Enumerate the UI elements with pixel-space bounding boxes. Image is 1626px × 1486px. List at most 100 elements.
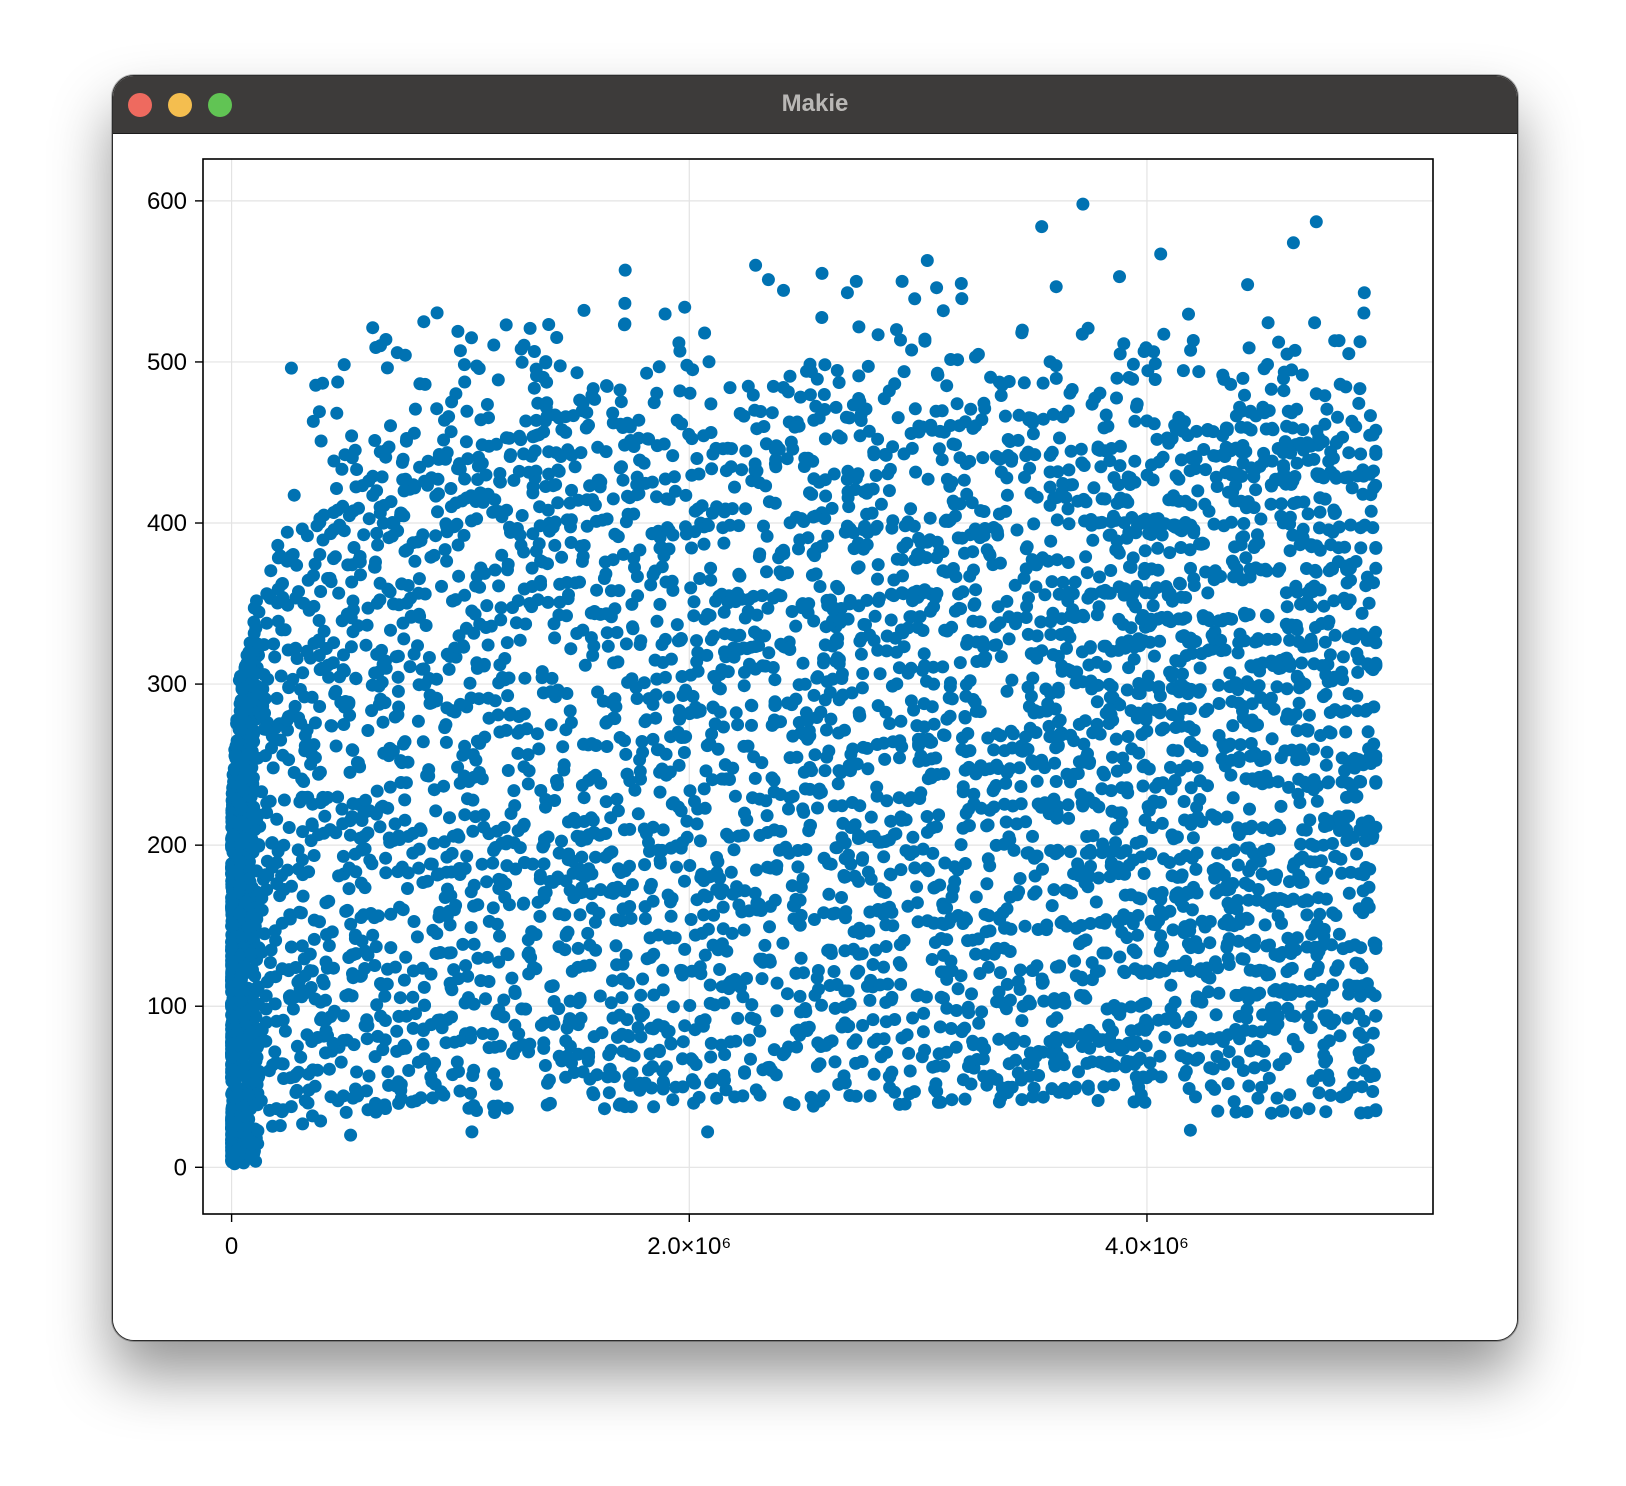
data-point-2405 — [1183, 735, 1197, 749]
data-point-998 — [652, 1043, 666, 1057]
data-point-4123 — [408, 554, 422, 568]
data-point-2508 — [610, 792, 624, 806]
data-point-2957 — [890, 677, 904, 691]
data-point-4938 — [271, 551, 285, 565]
data-point-1282 — [755, 972, 769, 986]
data-point-3958 — [435, 579, 448, 593]
data-point-1099 — [610, 1030, 624, 1044]
minimize-button[interactable] — [168, 93, 192, 117]
data-point-4187 — [627, 507, 641, 521]
data-point-2208 — [1149, 780, 1162, 794]
data-point-2049 — [878, 835, 892, 848]
data-point-3495 — [956, 585, 970, 599]
data-point-1572 — [286, 1002, 300, 1016]
data-point-1283 — [647, 988, 661, 1002]
data-point-4396 — [867, 448, 881, 462]
data-point-4154 — [940, 472, 954, 486]
data-point-2315 — [987, 782, 1001, 795]
data-point-2915 — [927, 677, 941, 691]
data-point-1853 — [1170, 830, 1184, 844]
data-point-2480 — [1302, 708, 1316, 722]
data-point-2403 — [1125, 742, 1139, 756]
data-point-4279 — [976, 451, 990, 465]
data-point-4407 — [897, 447, 911, 461]
data-point-3641 — [1194, 537, 1208, 551]
data-point-4151 — [921, 472, 935, 486]
data-point-3046 — [737, 679, 751, 693]
data-point-1755 — [561, 925, 575, 939]
data-point-1619 — [1065, 886, 1078, 900]
data-point-2187 — [313, 915, 326, 929]
data-point-2762 — [501, 764, 515, 777]
data-point-1764 — [346, 971, 360, 985]
data-point-3049 — [1309, 621, 1322, 634]
data-point-2548 — [1281, 707, 1295, 721]
data-point-2542 — [599, 795, 613, 809]
data-point-2006 — [263, 956, 277, 969]
data-point-2412 — [1013, 761, 1026, 775]
data-point-2177 — [518, 856, 532, 870]
data-point-2956 — [1173, 654, 1187, 668]
data-point-3889 — [697, 537, 711, 551]
data-point-4842 — [444, 425, 458, 439]
close-button[interactable] — [128, 93, 152, 117]
data-point-2752 — [343, 814, 357, 828]
data-point-4679 — [396, 473, 410, 487]
data-point-2229 — [656, 823, 670, 837]
data-point-4894 — [540, 1098, 554, 1112]
data-point-2598 — [307, 849, 321, 862]
data-point-2983 — [689, 700, 703, 714]
data-point-1163 — [993, 966, 1007, 980]
data-point-3090 — [970, 655, 984, 668]
data-point-2758 — [427, 783, 441, 797]
data-point-3960 — [606, 553, 620, 567]
data-point-1662 — [308, 992, 322, 1006]
maximize-button[interactable] — [208, 93, 232, 117]
data-point-3866 — [777, 543, 790, 557]
data-point-2769 — [462, 775, 476, 788]
data-point-1667 — [877, 908, 891, 921]
data-point-1365 — [606, 974, 619, 988]
data-point-1845 — [638, 900, 652, 914]
data-point-4552 — [1258, 1059, 1272, 1072]
data-point-1594 — [447, 963, 461, 977]
data-point-4968 — [645, 1081, 659, 1095]
data-point-3072 — [892, 661, 906, 675]
data-point-974 — [391, 1075, 405, 1089]
data-point-4953 — [975, 1036, 989, 1050]
data-point-2419 — [674, 804, 688, 818]
data-point-4556 — [807, 413, 821, 427]
data-point-4736 — [1357, 1030, 1370, 1044]
data-point-2636 — [1078, 714, 1092, 728]
data-point-2746 — [910, 719, 924, 733]
data-point-4367 — [879, 448, 893, 462]
data-point-3642 — [653, 597, 667, 611]
data-point-1865 — [794, 880, 808, 894]
data-point-2660 — [619, 747, 633, 761]
data-point-3184 — [591, 685, 605, 699]
data-point-3707 — [494, 601, 508, 615]
data-point-2978 — [1185, 646, 1199, 660]
data-point-1984 — [694, 871, 708, 885]
data-point-1327 — [371, 1029, 385, 1043]
data-point-2670 — [1212, 678, 1226, 692]
data-point-4571 — [542, 445, 556, 459]
data-point-1399 — [374, 1009, 388, 1023]
data-point-4885 — [849, 1056, 863, 1070]
data-point-2640 — [429, 804, 443, 818]
data-point-1220 — [634, 1009, 648, 1023]
data-point-2285 — [639, 827, 653, 841]
data-point-4572 — [839, 410, 853, 424]
data-point-988 — [284, 1100, 298, 1114]
data-point-2987 — [1098, 660, 1112, 674]
data-point-3248 — [607, 656, 621, 670]
data-point-1648 — [406, 964, 420, 978]
data-point-4400 — [1334, 1090, 1348, 1104]
data-point-4473 — [568, 460, 582, 474]
data-point-980 — [917, 1006, 931, 1020]
data-point-4047 — [666, 528, 680, 542]
data-point-2311 — [283, 912, 297, 926]
data-point-3847 — [404, 610, 418, 624]
data-point-833 — [225, 1063, 239, 1077]
title-bar[interactable]: Makie — [113, 76, 1517, 134]
